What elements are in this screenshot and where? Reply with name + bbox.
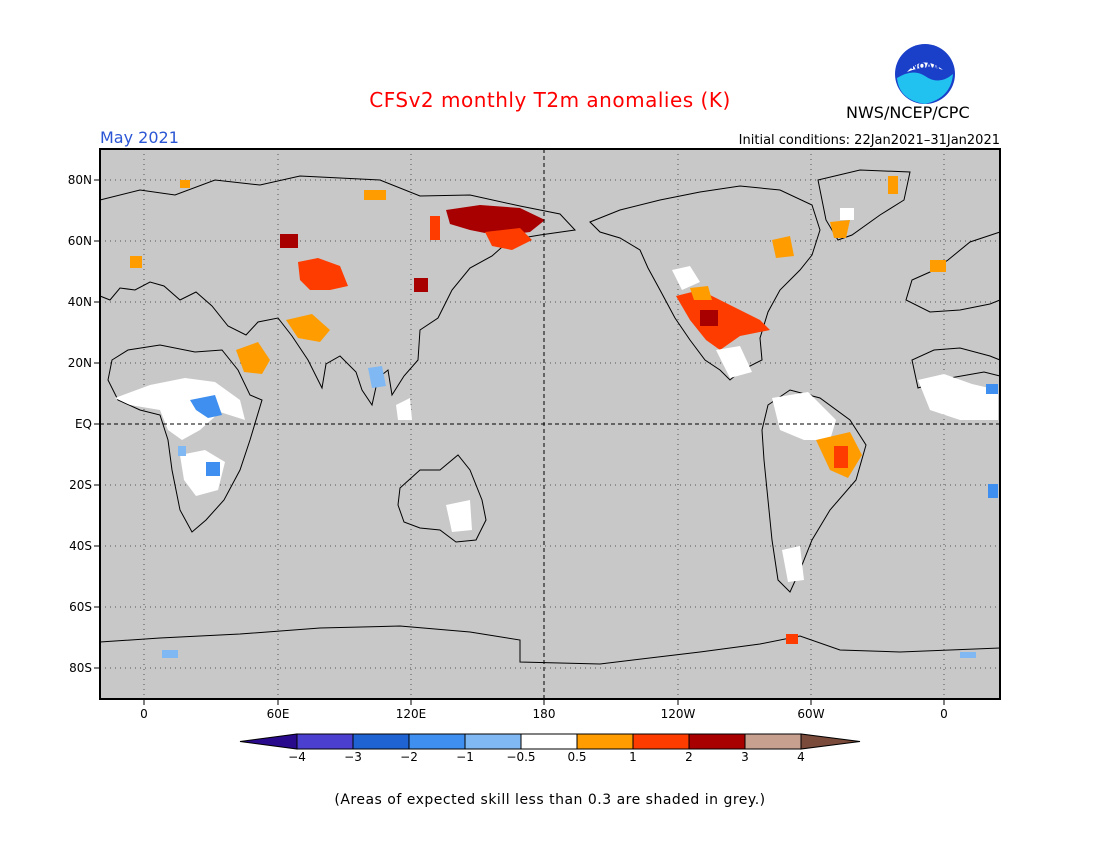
- colorbar-swatch: [296, 733, 354, 750]
- colorbar-tick-label: −2: [400, 750, 418, 764]
- colorbar-tick-label: −0.5: [506, 750, 535, 764]
- longitude-labels: 0 60E 120E 180 120W 60W 0: [140, 699, 948, 721]
- coast-south-america: [761, 389, 867, 593]
- colorbar-tick-label: 4: [797, 750, 805, 764]
- coast-australia: [397, 454, 487, 543]
- lon-label: 180: [533, 707, 556, 721]
- colorbar-tick-label: 3: [741, 750, 749, 764]
- initial-conditions: Initial conditions: 22Jan2021–31Jan2021: [738, 133, 1000, 148]
- lat-label: 60S: [69, 600, 92, 614]
- lon-label: 60W: [797, 707, 824, 721]
- colorbar-swatch: [632, 733, 690, 750]
- colorbar-swatch: [744, 733, 802, 750]
- coast-antarctica: [99, 625, 1001, 665]
- coast-europe-right: [905, 231, 1001, 313]
- lon-label: 0: [140, 707, 148, 721]
- colorbar-swatch: [408, 733, 466, 750]
- logo-text: NOAA: [911, 62, 940, 72]
- lat-label: 80S: [69, 661, 92, 675]
- colorbar-tick-label: 1: [629, 750, 637, 764]
- colorbar-arrow-right: [800, 733, 861, 750]
- coastlines: [99, 169, 1001, 665]
- colorbar-tick-label: −1: [456, 750, 474, 764]
- skill-footnote: (Areas of expected skill less than 0.3 a…: [334, 792, 766, 808]
- lat-label: 80N: [68, 173, 92, 187]
- coast-africa-right: [911, 347, 1001, 389]
- colorbar-swatch: [464, 733, 522, 750]
- lat-label: EQ: [75, 417, 92, 431]
- lat-label: 60N: [68, 234, 92, 248]
- noaa-logo-icon: NOAA: [893, 42, 957, 106]
- colorbar-swatch: [352, 733, 410, 750]
- coast-eurasia: [99, 175, 577, 407]
- lon-label: 120E: [396, 707, 427, 721]
- lon-label: 120W: [661, 707, 696, 721]
- lon-label: 60E: [267, 707, 290, 721]
- anomaly-patches: [115, 176, 998, 658]
- forecast-period: May 2021: [100, 128, 179, 147]
- lat-label: 40S: [69, 539, 92, 553]
- coast-africa: [107, 344, 263, 533]
- colorbar-swatch: [688, 733, 746, 750]
- coast-north-america: [589, 185, 821, 381]
- colorbar-tick-label: 0.5: [567, 750, 586, 764]
- colorbar: −4 −3 −2 −1 −0.5 0.5 1 2 3 4: [239, 733, 861, 764]
- colorbar-tick-label: 2: [685, 750, 693, 764]
- agency-label: NWS/NCEP/CPC: [846, 103, 970, 122]
- colorbar-swatch: [520, 733, 578, 750]
- colorbar-tick-label: −3: [344, 750, 362, 764]
- lon-label: 0: [940, 707, 948, 721]
- lat-label: 20N: [68, 356, 92, 370]
- colorbar-tick-label: −4: [288, 750, 306, 764]
- lat-label: 40N: [68, 295, 92, 309]
- colorbar-arrow-left: [239, 733, 298, 750]
- colorbar-swatch: [576, 733, 634, 750]
- lat-label: 20S: [69, 478, 92, 492]
- latitude-labels: 80N 60N 40N 20N EQ 20S 40S 60S 80S: [68, 173, 100, 675]
- coast-greenland: [817, 169, 911, 241]
- map-title: CFSv2 monthly T2m anomalies (K): [369, 88, 731, 112]
